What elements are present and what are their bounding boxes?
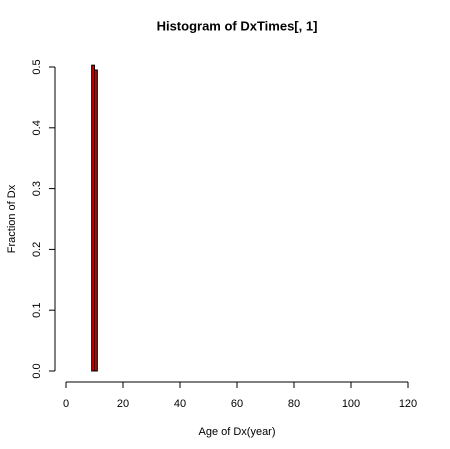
y-axis-label: Fraction of Dx (6, 184, 18, 253)
x-tick-label: 20 (117, 398, 129, 410)
y-tick-label: 0.0 (31, 363, 43, 378)
x-tick-label: 100 (342, 398, 360, 410)
histogram-bar (94, 69, 98, 372)
y-tick-label: 0.4 (31, 120, 43, 135)
y-tick-label: 0.3 (31, 181, 43, 196)
x-axis-label: Age of Dx(year) (198, 426, 275, 438)
y-tick-label: 0.2 (31, 242, 43, 257)
x-tick-label: 40 (174, 398, 186, 410)
chart-title: Histogram of DxTimes[, 1] (157, 18, 318, 33)
x-tick-label: 80 (288, 398, 300, 410)
y-tick-label: 0.1 (31, 303, 43, 318)
y-tick-label: 0.5 (31, 59, 43, 74)
x-tick-label: 120 (399, 398, 417, 410)
x-tick-label: 0 (63, 398, 69, 410)
x-tick-label: 60 (231, 398, 243, 410)
